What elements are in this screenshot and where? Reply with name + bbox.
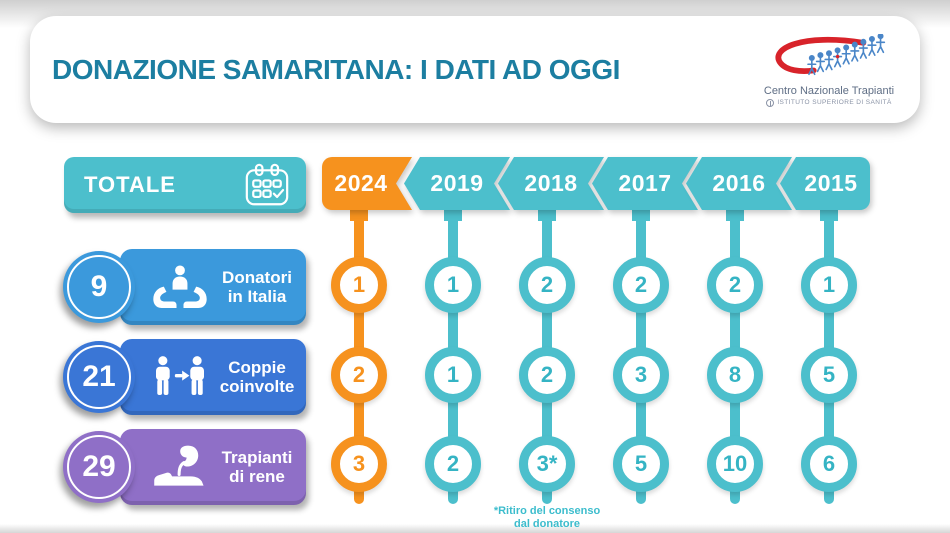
value-circle: 1 (331, 257, 387, 313)
row-trapianti-di-rene: Trapianti di rene (120, 429, 306, 505)
logo-org-name: Centro Nazionale Trapianti (763, 84, 895, 97)
year-header: 2015 (780, 157, 870, 210)
row-coppie-coinvolte: Coppie coinvolte (120, 339, 306, 415)
year-header: 2019 (404, 157, 510, 210)
totale-label: TOTALE (84, 172, 176, 197)
logo-swoosh-people-icon (775, 33, 886, 75)
calendar-check-icon (245, 163, 289, 206)
logo-institute-name: ISTITUTO SUPERIORE DI SANITÀ (777, 99, 892, 106)
row-label: Coppie coinvolte (219, 357, 295, 396)
cnt-logo: Centro Nazionale Trapianti ISTITUTO SUPE… (754, 22, 904, 118)
total-badge-donatori: 9 (63, 251, 135, 323)
value-circle: 6 (801, 436, 857, 492)
value-circle: 8 (707, 347, 763, 403)
value-circle: 10 (707, 436, 763, 492)
year-header: 2018 (498, 157, 604, 210)
row-label: Donatori in Italia (222, 267, 292, 306)
year-header: 2016 (686, 157, 792, 210)
total-value: 21 (82, 360, 116, 393)
total-badge-trapianti: 29 (63, 431, 135, 503)
bottom-edge-shading (0, 524, 950, 533)
footnote-line1: *Ritiro del consenso (493, 505, 601, 517)
value-circle: 2 (707, 257, 763, 313)
donor-arrow-recipient-icon (156, 356, 204, 395)
value-circle: 1 (425, 347, 481, 403)
value-circle: 2 (613, 257, 669, 313)
totale-box: TOTALE (64, 157, 306, 213)
value-circle: 2 (425, 436, 481, 492)
value-circle: 1 (801, 257, 857, 313)
kidney-in-hand-icon (154, 445, 204, 486)
total-value: 29 (82, 450, 116, 483)
value-circle: 3 (613, 347, 669, 403)
iss-seal-icon (766, 98, 775, 107)
total-value: 9 (90, 270, 108, 303)
value-circle: 2 (519, 347, 575, 403)
value-circle: 5 (801, 347, 857, 403)
header-card: DONAZIONE SAMARITANA: I DATI AD OGGI (30, 16, 920, 123)
value-circle: 3 (331, 436, 387, 492)
value-circle: 3* (519, 436, 575, 492)
footnote: *Ritiro del consenso dal donatore (447, 505, 647, 530)
year-header: 2024 (322, 157, 412, 210)
value-circle: 2 (519, 257, 575, 313)
row-donatori-in-italia: Donatori in Italia (120, 249, 306, 325)
hands-holding-person-icon (153, 265, 207, 308)
year-header: 2017 (592, 157, 698, 210)
page-title: DONAZIONE SAMARITANA: I DATI AD OGGI (52, 53, 620, 85)
value-circle: 1 (425, 257, 481, 313)
footnote-line2: dal donatore (513, 517, 580, 530)
value-circle: 2 (331, 347, 387, 403)
row-label: Trapianti di rene (221, 447, 293, 486)
value-circle: 5 (613, 436, 669, 492)
total-badge-coppie: 21 (63, 341, 135, 413)
